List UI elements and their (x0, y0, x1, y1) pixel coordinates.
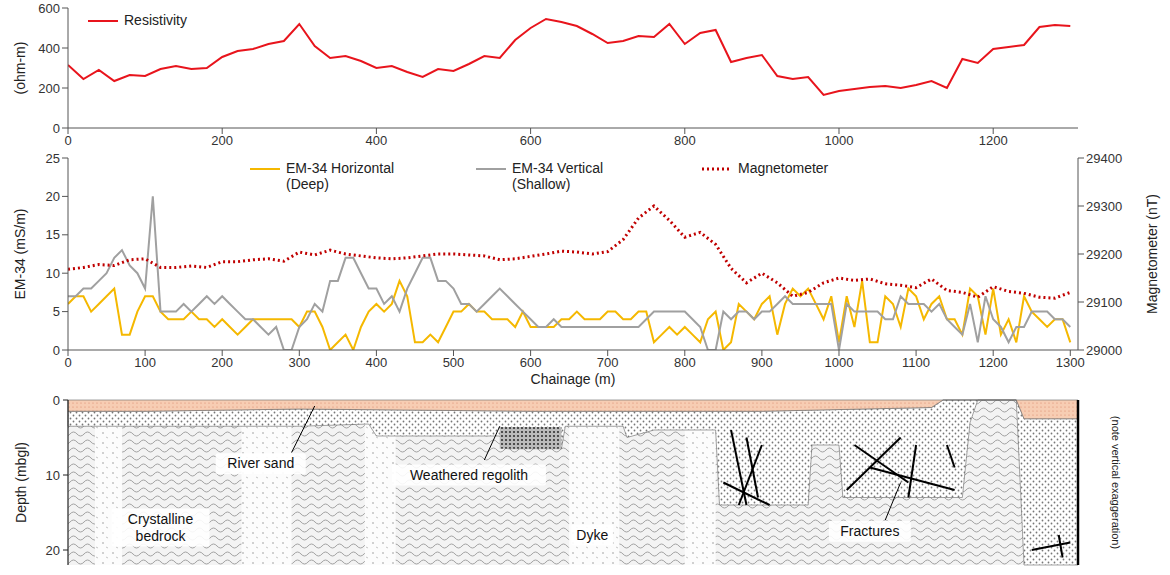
svg-text:Fractures: Fractures (840, 523, 899, 539)
svg-text:200: 200 (38, 81, 60, 96)
svg-text:0: 0 (53, 393, 60, 408)
svg-text:29100: 29100 (1086, 295, 1122, 310)
svg-text:200: 200 (211, 133, 233, 148)
svg-text:29200: 29200 (1086, 247, 1122, 262)
html-text:EM-34 Horizontal (Deep): EM-34 Horizontal (Deep) (286, 160, 395, 192)
svg-text:1000: 1000 (825, 133, 854, 148)
html-text:Magnetometer: Magnetometer (738, 160, 829, 176)
svg-text:500: 500 (443, 355, 465, 370)
svg-text:200: 200 (211, 355, 233, 370)
svg-text:900: 900 (751, 355, 773, 370)
svg-text:400: 400 (38, 41, 60, 56)
svg-text:100: 100 (134, 355, 156, 370)
html-text:Resistivity: Resistivity (124, 12, 187, 28)
svg-text:River sand: River sand (227, 455, 294, 471)
html-text:(ohm-m): (ohm-m) (12, 41, 28, 95)
html-text:EM-34 (mS/m): EM-34 (mS/m) (12, 208, 28, 300)
svg-text:600: 600 (520, 355, 542, 370)
svg-text:400: 400 (366, 133, 388, 148)
svg-text:1100: 1100 (902, 355, 930, 370)
svg-text:10: 10 (46, 468, 60, 483)
svg-text:bedrock: bedrock (136, 528, 187, 544)
svg-text:Weathered regolith: Weathered regolith (410, 467, 528, 483)
svg-text:29400: 29400 (1086, 151, 1122, 166)
svg-text:600: 600 (520, 133, 542, 148)
svg-text:1000: 1000 (825, 355, 854, 370)
html-text:Chainage (m): Chainage (m) (530, 371, 616, 387)
svg-text:600: 600 (38, 1, 60, 16)
svg-text:300: 300 (288, 355, 310, 370)
svg-text:Crystalline: Crystalline (128, 511, 194, 527)
svg-text:Depth (mbgl): Depth (mbgl) (13, 442, 29, 523)
svg-text:0: 0 (64, 355, 71, 370)
svg-text:15: 15 (46, 227, 60, 242)
svg-text:20: 20 (46, 189, 60, 204)
svg-text:20: 20 (46, 543, 60, 558)
svg-text:0: 0 (53, 121, 60, 136)
svg-text:25: 25 (46, 151, 60, 166)
svg-text:0: 0 (64, 133, 71, 148)
svg-text:1300: 1300 (1056, 355, 1085, 370)
svg-text:700: 700 (597, 355, 619, 370)
svg-text:Dyke: Dyke (576, 527, 608, 543)
svg-text:0: 0 (53, 343, 60, 358)
svg-text:29000: 29000 (1086, 343, 1122, 358)
svg-text:5: 5 (53, 304, 60, 319)
svg-text:400: 400 (366, 355, 388, 370)
svg-text:29300: 29300 (1086, 199, 1122, 214)
svg-text:800: 800 (674, 355, 696, 370)
html-text:EM-34 Vertical (Shallow): EM-34 Vertical (Shallow) (512, 160, 603, 192)
svg-text:1200: 1200 (979, 355, 1008, 370)
svg-text:1200: 1200 (979, 133, 1008, 148)
svg-text:800: 800 (674, 133, 696, 148)
html-text:Magnetometer (nT): Magnetometer (nT) (1144, 194, 1160, 314)
svg-text:10: 10 (46, 266, 60, 281)
svg-text:(note vertical exaggeration): (note vertical exaggeration) (1110, 416, 1122, 549)
